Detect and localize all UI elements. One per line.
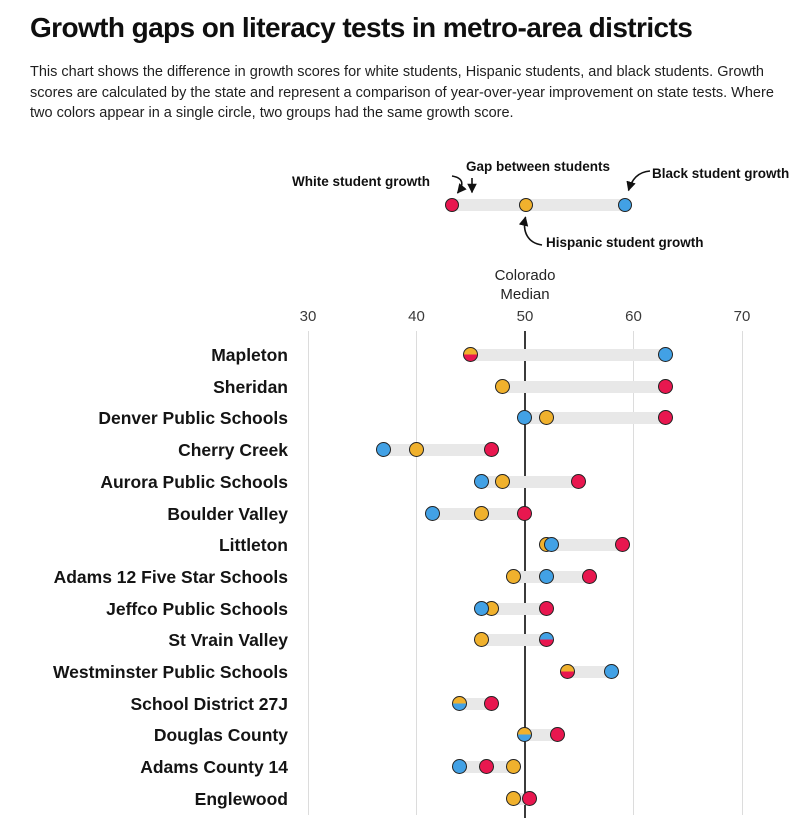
- black-dot: [658, 347, 674, 362]
- hispanic-dot: [538, 410, 554, 426]
- district-label: Aurora Public Schools: [100, 471, 288, 492]
- gap-bar: [383, 444, 493, 457]
- median-label: Colorado Median: [465, 266, 585, 304]
- legend-label-white-growth: White student growth: [292, 174, 430, 189]
- hispanic-dot: [506, 568, 522, 584]
- white-dot: [479, 759, 495, 775]
- gap-bar: [525, 412, 667, 425]
- chart-description: This chart shows the difference in growt…: [30, 64, 774, 122]
- black-dot: [473, 473, 489, 489]
- hispanic-black-dot: [517, 727, 532, 743]
- white-dot: [517, 505, 532, 521]
- hispanic-white-dot: [462, 347, 478, 362]
- gap-bar: [459, 697, 493, 710]
- gap-bar: [546, 539, 623, 552]
- district-label: Mapleton: [211, 345, 288, 365]
- hispanic-dot: [473, 632, 489, 648]
- black-dot: [517, 410, 532, 426]
- black-growth-arrow: [626, 170, 651, 192]
- gridline-40: [416, 331, 417, 815]
- hispanic-dot: [408, 442, 424, 458]
- legend-label-gap: Gap between students: [466, 159, 611, 174]
- hispanic-dot: [495, 378, 511, 394]
- district-label: Boulder Valley: [167, 503, 288, 524]
- legend-black-dot: [617, 197, 632, 212]
- white-dot: [484, 442, 500, 458]
- district-label: Westminster Public Schools: [52, 662, 288, 682]
- white-dot: [549, 727, 565, 743]
- district-label: Littleton: [218, 535, 288, 556]
- white-dot: [522, 790, 538, 806]
- hispanic-dot: [495, 473, 511, 489]
- black-white-dot: [538, 632, 554, 648]
- district-label: Englewood: [194, 788, 288, 809]
- white-growth-arrow: [451, 175, 467, 194]
- legend-gap-bar: [452, 199, 625, 211]
- gap-bar: [568, 666, 612, 678]
- hispanic-dot: [473, 505, 489, 521]
- white-dot: [582, 568, 598, 584]
- black-dot: [473, 600, 489, 616]
- black-dot: [451, 759, 467, 775]
- black-dot: [544, 537, 560, 553]
- gap-bar: [503, 380, 667, 393]
- hispanic-white-dot: [560, 664, 576, 679]
- gap-bar: [481, 634, 547, 647]
- district-label: Cherry Creek: [178, 440, 288, 461]
- white-dot: [658, 378, 674, 394]
- gap-bar: [470, 349, 667, 361]
- hispanic-black-dot: [451, 695, 467, 711]
- x-axis-tick-label: 60: [625, 308, 642, 325]
- district-label: Denver Public Schools: [98, 408, 288, 429]
- black-dot: [375, 442, 391, 458]
- district-label: Douglas County: [153, 725, 288, 746]
- legend-label-black-growth: Black student growth: [652, 166, 790, 181]
- gridline-30: [307, 331, 309, 815]
- white-dot: [484, 695, 500, 711]
- x-axis-tick-label: 40: [408, 308, 425, 325]
- gridline-70: [741, 331, 743, 815]
- black-dot: [424, 505, 440, 521]
- white-dot: [658, 410, 674, 426]
- white-dot: [571, 473, 587, 489]
- legend-label-hispanic-growth: Hispanic student growth: [546, 235, 704, 250]
- x-axis-tick-label: 70: [733, 308, 751, 325]
- x-axis-tick-label: 30: [299, 308, 317, 325]
- legend-hispanic-dot: [518, 197, 533, 212]
- hispanic-dot: [506, 790, 522, 806]
- median-label-line2: Median: [500, 286, 550, 303]
- district-label: Adams County 14: [140, 757, 288, 778]
- hispanic-growth-arrow: [518, 216, 543, 246]
- white-dot: [538, 600, 554, 616]
- district-label: Adams 12 Five Star Schools: [53, 566, 288, 587]
- white-dot: [614, 537, 630, 553]
- district-label: St Vrain Valley: [168, 630, 288, 651]
- gridline-60: [633, 331, 634, 815]
- black-dot: [538, 568, 554, 584]
- x-axis-tick-label: 50: [516, 308, 534, 325]
- district-label: School District 27J: [130, 693, 288, 714]
- page-title: Growth gaps on literacy tests in metro-a…: [30, 12, 693, 43]
- district-label: Sheridan: [213, 376, 288, 397]
- black-dot: [603, 664, 619, 679]
- legend-white-dot: [444, 197, 459, 212]
- district-label: Jeffco Public Schools: [106, 598, 288, 619]
- median-label-line1: Colorado: [494, 267, 556, 284]
- hispanic-dot: [506, 759, 522, 775]
- gap-bar: [525, 729, 558, 742]
